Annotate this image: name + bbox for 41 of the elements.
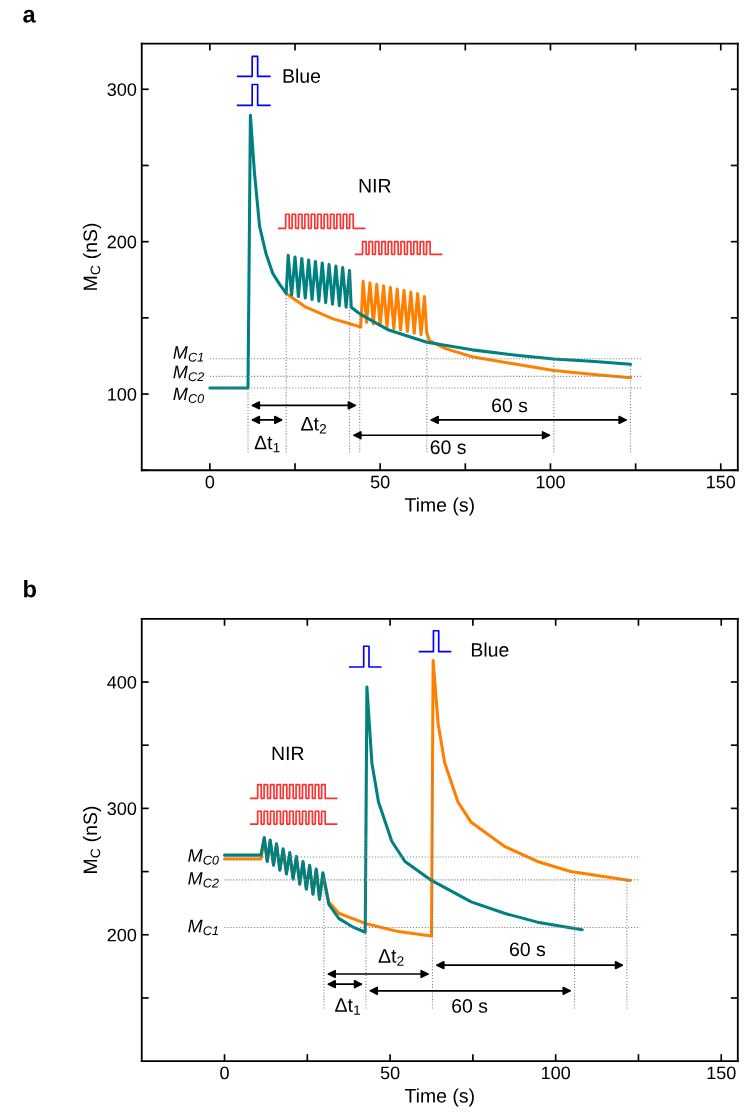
x-tick-label: 150: [707, 1066, 736, 1080]
annotation: Blue: [283, 68, 321, 83]
x-tick-label: 50: [370, 475, 390, 489]
x-axis-title: Time (s): [404, 1088, 474, 1107]
annotation: 60 s: [510, 942, 546, 957]
line-series: [284, 279, 633, 380]
x-tick-label: 0: [205, 475, 215, 489]
y-axis-title: M$_{C}$ (nS): [82, 223, 102, 290]
annotation: Δt$_{1}$: [254, 435, 280, 453]
chart-title: a: [23, 9, 36, 23]
annotation: 60 s: [430, 440, 466, 455]
y-tick-label: 200: [107, 235, 137, 249]
annotation: NIR: [272, 746, 304, 761]
x-tick-label: 100: [536, 475, 565, 489]
annotation: NIR: [359, 179, 391, 193]
line-series: [208, 113, 633, 390]
y-tick-label: 100: [108, 388, 137, 401]
ref-line-label: M$_{C1}$: [173, 346, 204, 362]
chart-title: b: [24, 580, 36, 598]
ref-line-label: M$_{C2}$: [173, 365, 204, 382]
annotation: Δt$_{2}$: [378, 949, 404, 966]
line-series: [223, 685, 584, 934]
annotation: Δt$_{2}$: [301, 417, 327, 434]
y-tick-label: 200: [107, 928, 137, 942]
x-tick-label: 0: [220, 1066, 229, 1080]
ref-line-label: M$_{C0}$: [188, 849, 219, 865]
annotation: Blue: [471, 642, 509, 657]
annotation: Δt$_{1}$: [335, 998, 361, 1015]
x-axis-title: Time (s): [404, 497, 474, 516]
ref-line-label: M$_{C0}$: [173, 387, 205, 404]
y-tick-label: 400: [107, 675, 137, 689]
x-tick-label: 100: [541, 1066, 571, 1080]
annotation: 60 s: [452, 999, 488, 1013]
ref-line-label: M$_{C2}$: [188, 872, 219, 888]
x-tick-label: 150: [707, 475, 736, 489]
x-tick-label: 50: [380, 1066, 400, 1080]
ref-line-label: M$_{C1}$: [188, 919, 218, 936]
y-axis-title: M$_{C}$ (nS): [82, 806, 102, 873]
annotation: 60 s: [492, 398, 528, 413]
y-tick-label: 300: [107, 83, 137, 96]
y-tick-label: 300: [107, 802, 137, 816]
